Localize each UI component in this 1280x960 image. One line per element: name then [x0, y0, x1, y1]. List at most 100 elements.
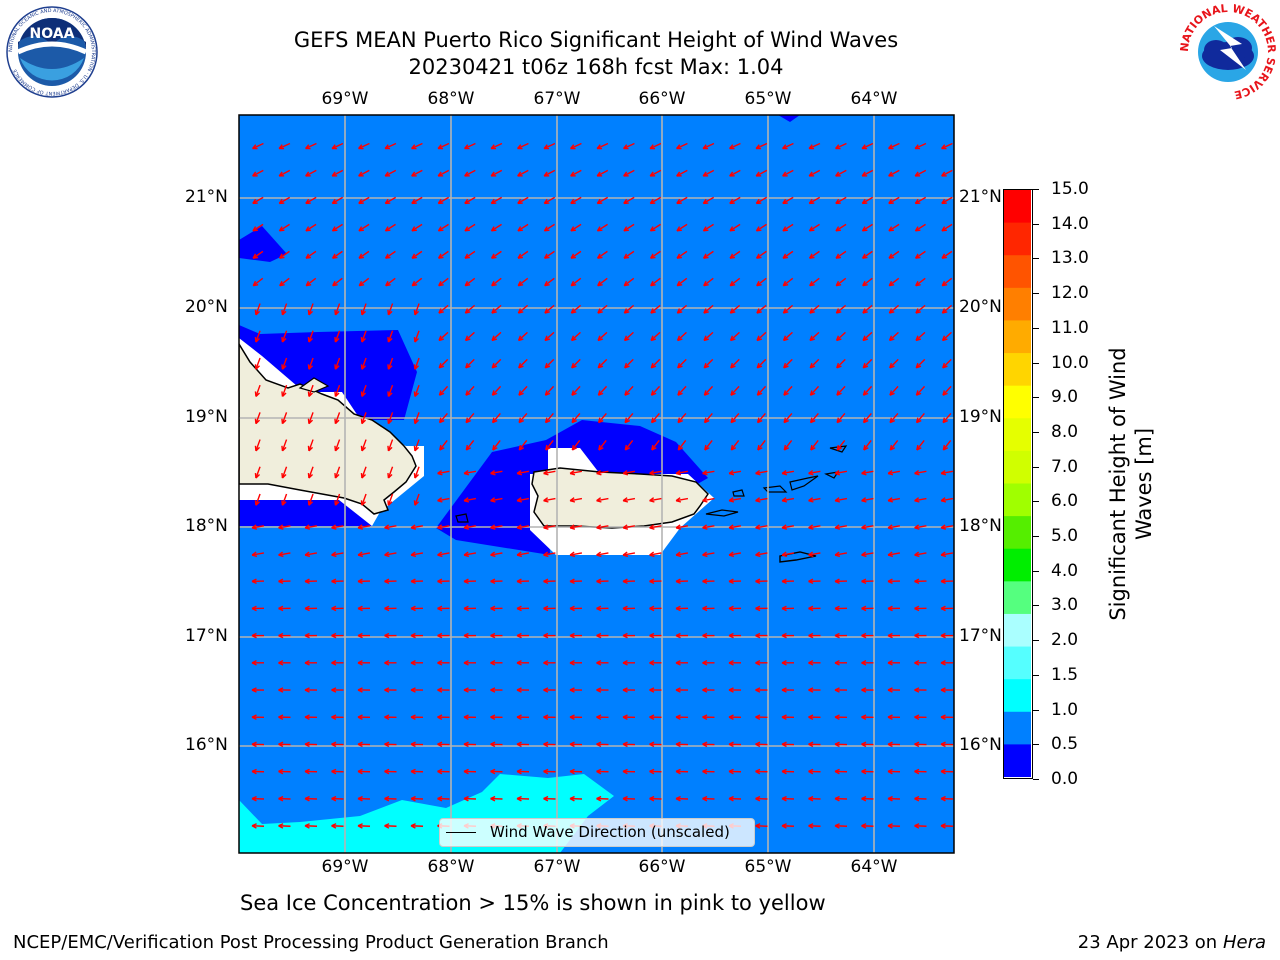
wave-direction-arrowhead: [411, 229, 417, 232]
wave-direction-arrow: [334, 439, 341, 452]
wave-direction-arrow: [756, 385, 767, 396]
wave-direction-arrowhead: [465, 311, 471, 314]
wave-direction-arrowhead: [887, 499, 894, 503]
wave-direction-arrowhead: [596, 635, 602, 639]
wave-direction-arrow: [809, 331, 820, 341]
wave-direction-arrow: [387, 357, 394, 370]
wave-direction-arrowhead: [834, 527, 841, 530]
wave-direction-arrow: [411, 169, 423, 177]
colorbar-tick: [1033, 570, 1039, 572]
wave-direction-arrowhead: [545, 419, 551, 424]
wave-direction-arrowhead: [783, 283, 789, 287]
wave-direction-arrowhead: [861, 689, 867, 693]
wave-direction-arrowhead: [331, 662, 337, 666]
wave-direction-arrowhead: [781, 527, 788, 530]
wave-direction-arrowhead: [516, 770, 522, 775]
wave-direction-arrowhead: [278, 527, 284, 530]
wave-direction-arrowhead: [728, 797, 734, 802]
colorbar-tick-label: 7.0: [1051, 456, 1079, 477]
wave-direction-arrowhead: [915, 283, 921, 287]
wave-direction-arrowhead: [889, 338, 895, 342]
wave-direction-arrowhead: [331, 635, 337, 639]
wave-direction-arrow: [358, 250, 370, 259]
lat-label-left: 19°N: [185, 407, 228, 427]
wave-direction-arrowhead: [940, 607, 946, 612]
wave-direction-arrowhead: [465, 392, 471, 396]
wave-direction-arrowhead: [571, 311, 577, 314]
lon-label-bottom: 66°W: [638, 857, 686, 877]
wave-direction-arrowhead: [516, 554, 523, 558]
wave-direction-arrowhead: [410, 527, 417, 530]
colorbar-tick-label: 15.0: [1051, 179, 1089, 199]
wave-direction-arrowhead: [837, 447, 843, 451]
wave-direction-arrowhead: [358, 229, 364, 232]
wave-direction-arrow: [281, 466, 288, 479]
wave-direction-arrow: [255, 330, 261, 343]
wave-direction-arrow: [915, 277, 926, 287]
wave-direction-arrow: [332, 223, 343, 232]
wave-direction-arrowhead: [730, 283, 736, 287]
wave-direction-arrowhead: [861, 635, 867, 639]
wave-direction-arrowhead: [624, 419, 630, 424]
wave-direction-arrow: [862, 304, 873, 314]
wave-direction-arrowhead: [836, 283, 842, 287]
colorbar-tick: [1033, 501, 1039, 503]
wave-direction-arrow: [703, 385, 714, 396]
island-coast: [762, 485, 788, 493]
wave-direction-arrowhead: [464, 256, 471, 259]
wave-direction-arrow: [437, 470, 450, 475]
wave-direction-arrow: [916, 440, 925, 451]
wave-direction-arrow: [361, 412, 367, 424]
wave-direction-arrowhead: [649, 527, 655, 530]
map-title: GEFS MEAN Puerto Rico Significant Height…: [293, 28, 899, 52]
wave-direction-arrowhead: [543, 554, 549, 558]
wave-direction-arrow: [623, 223, 635, 232]
wave-direction-arrow: [465, 412, 475, 424]
wave-direction-arrow: [623, 277, 635, 287]
wave-direction-arrowhead: [255, 446, 261, 452]
wave-direction-arrowhead: [569, 662, 575, 666]
wave-direction-arrowhead: [887, 472, 894, 476]
wave-direction-arrowhead: [889, 392, 895, 396]
wave-direction-arrow: [781, 825, 795, 827]
colorbar-tick-label: 10.0: [1051, 352, 1089, 373]
wave-direction-arrowhead: [463, 580, 469, 585]
wave-direction-arrowhead: [438, 229, 444, 232]
wave-direction-arrow: [331, 196, 344, 205]
wave-direction-arrow: [702, 525, 715, 529]
wave-direction-arrowhead: [465, 419, 471, 424]
wave-direction-arrow: [544, 385, 555, 396]
wave-direction-arrowhead: [255, 501, 261, 506]
wave-direction-arrow: [305, 277, 317, 287]
footer-left: NCEP/EMC/Verification Post Processing Pr…: [13, 932, 609, 953]
wave-direction-arrow: [888, 250, 900, 259]
wave-direction-arrowhead: [887, 607, 893, 612]
wave-direction-arrowhead: [675, 743, 681, 748]
wave-direction-arrowhead: [387, 501, 393, 506]
wave-direction-arrowhead: [278, 797, 284, 802]
wave-direction-arrowhead: [414, 474, 420, 479]
wave-direction-arrowhead: [518, 419, 524, 424]
wave-direction-arrow: [490, 142, 503, 150]
wave-direction-arrowhead: [571, 338, 577, 342]
wave-direction-arrowhead: [836, 419, 842, 424]
wave-direction-arrowhead: [410, 689, 416, 693]
wave-direction-arrow: [889, 385, 899, 396]
wave-direction-arrowhead: [649, 472, 655, 476]
wave-direction-arrowhead: [332, 283, 338, 287]
wave-direction-arrowhead: [490, 554, 496, 558]
wave-direction-arrowhead: [387, 446, 393, 452]
wave-direction-arrow: [756, 331, 767, 341]
wave-direction-arrow: [334, 384, 341, 397]
wave-direction-arrow: [916, 412, 925, 424]
wave-direction-arrow: [490, 497, 503, 502]
wave-direction-arrow: [756, 223, 767, 232]
wave-direction-arrow: [517, 142, 529, 150]
colorbar-tick: [1033, 640, 1039, 642]
wave-direction-arrowhead: [490, 689, 496, 693]
wave-direction-arrowhead: [334, 501, 340, 506]
wave-direction-arrow: [492, 440, 501, 451]
wave-direction-arrowhead: [308, 446, 314, 452]
wave-direction-arrow: [437, 525, 450, 529]
wave-direction-arrow: [411, 277, 423, 287]
